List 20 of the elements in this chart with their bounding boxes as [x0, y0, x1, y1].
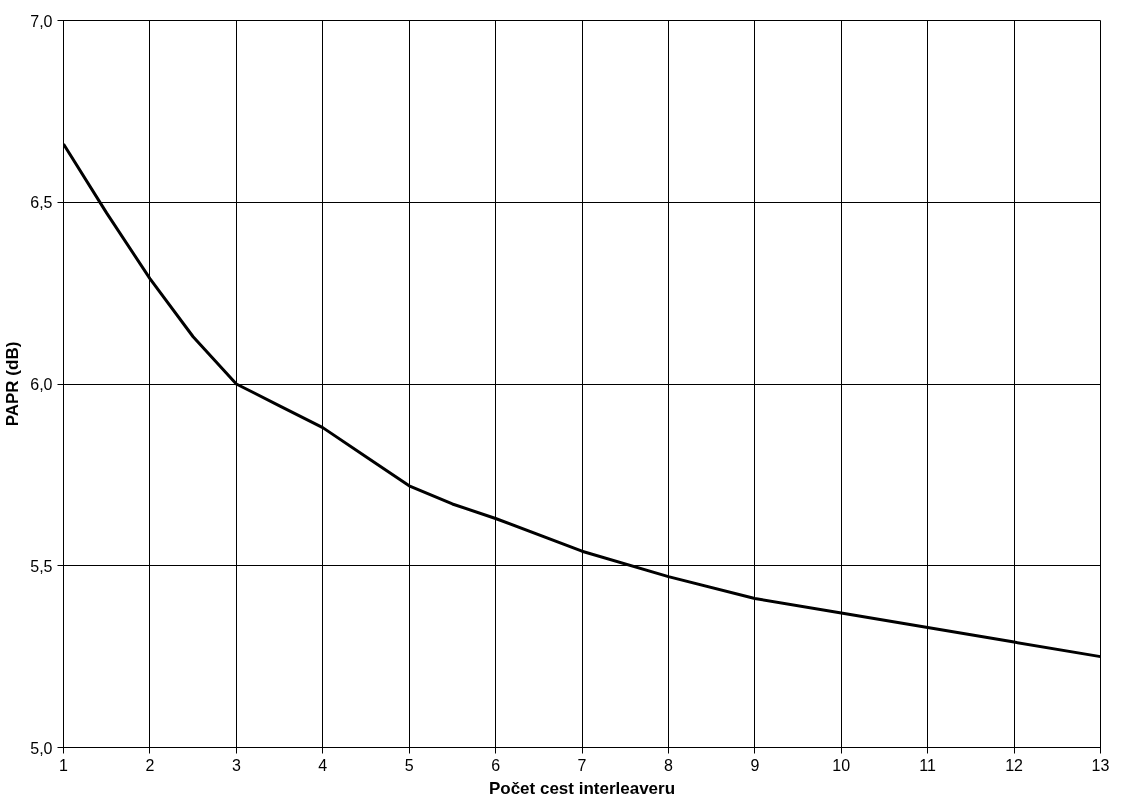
x-tick-label: 6: [491, 756, 501, 774]
y-tick-label: 5,5: [30, 557, 53, 575]
x-tick-label: 3: [231, 756, 241, 774]
x-tick-label: 12: [1005, 756, 1024, 774]
x-tick-label: 5: [404, 756, 414, 774]
x-tick-label: 13: [1091, 756, 1110, 774]
x-tick-label: 7: [577, 756, 587, 774]
x-tick-label: 1: [59, 756, 69, 774]
x-tick-label: 11: [919, 756, 937, 774]
y-tick-label: 6,0: [30, 376, 53, 393]
y-tick-label: 6,5: [30, 194, 53, 212]
x-axis-title: Počet cest interleaveru: [488, 778, 676, 798]
x-tick-label: 8: [663, 756, 673, 774]
x-tick-label: 2: [145, 756, 155, 774]
y-tick-label: 7,0: [30, 12, 53, 30]
x-tick-label: 4: [318, 756, 328, 774]
y-tick-label: 5,0: [30, 739, 53, 757]
x-tick-label: 10: [832, 756, 851, 774]
y-axis-title: PAPR (dB): [3, 341, 23, 427]
x-tick-label: 9: [750, 756, 760, 774]
